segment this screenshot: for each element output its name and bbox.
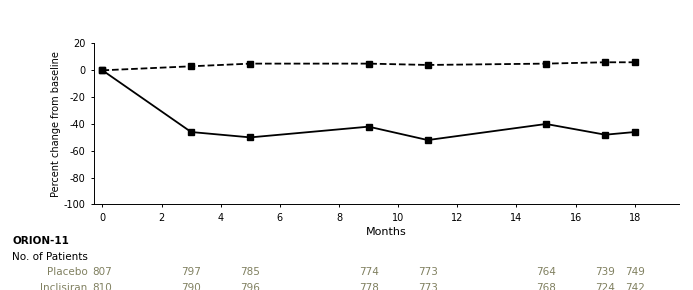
Text: 764: 764 xyxy=(536,267,556,277)
Y-axis label: Percent change from baseline: Percent change from baseline xyxy=(51,51,60,197)
Text: 778: 778 xyxy=(359,283,378,290)
Text: 796: 796 xyxy=(240,283,261,290)
Text: 742: 742 xyxy=(625,283,644,290)
Text: 807: 807 xyxy=(93,267,112,277)
Text: 749: 749 xyxy=(625,267,644,277)
Text: 810: 810 xyxy=(93,283,112,290)
Text: 773: 773 xyxy=(418,283,438,290)
Text: 773: 773 xyxy=(418,267,438,277)
Text: 724: 724 xyxy=(595,283,615,290)
Text: 739: 739 xyxy=(595,267,615,277)
Text: 768: 768 xyxy=(536,283,556,290)
Text: ORION-11: ORION-11 xyxy=(12,236,69,246)
Text: No. of Patients: No. of Patients xyxy=(12,252,88,262)
Text: Placebo: Placebo xyxy=(46,267,87,277)
Text: Inclisiran: Inclisiran xyxy=(40,283,87,290)
Text: 797: 797 xyxy=(181,267,201,277)
Text: 774: 774 xyxy=(359,267,378,277)
Text: 785: 785 xyxy=(240,267,261,277)
Text: 790: 790 xyxy=(182,283,201,290)
X-axis label: Months: Months xyxy=(366,227,407,237)
